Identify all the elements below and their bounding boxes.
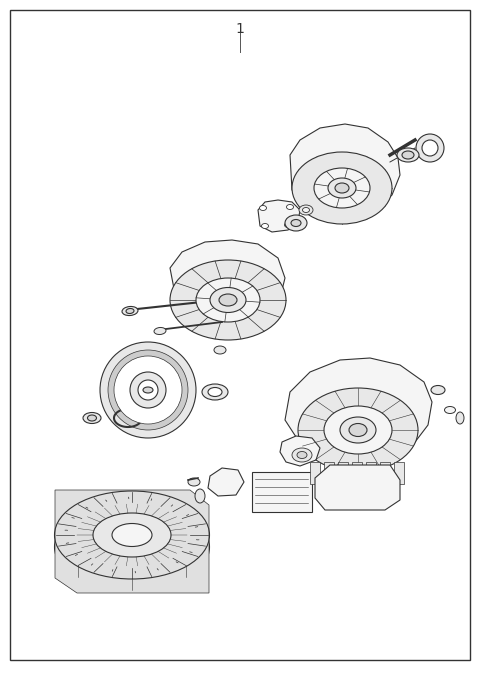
- Ellipse shape: [262, 223, 268, 229]
- Circle shape: [100, 342, 196, 438]
- Polygon shape: [55, 490, 209, 593]
- Ellipse shape: [202, 384, 228, 400]
- Bar: [366, 462, 376, 484]
- Ellipse shape: [292, 152, 392, 224]
- Bar: [352, 462, 362, 484]
- Ellipse shape: [325, 482, 335, 498]
- Bar: [380, 462, 390, 484]
- Ellipse shape: [431, 385, 445, 394]
- Polygon shape: [170, 240, 285, 325]
- Ellipse shape: [287, 204, 293, 210]
- Circle shape: [416, 134, 444, 162]
- Ellipse shape: [456, 412, 464, 424]
- Ellipse shape: [188, 478, 200, 486]
- Polygon shape: [258, 200, 300, 232]
- Bar: [340, 484, 347, 498]
- Ellipse shape: [340, 417, 376, 443]
- Ellipse shape: [55, 503, 209, 591]
- Polygon shape: [315, 465, 400, 510]
- Ellipse shape: [87, 415, 96, 421]
- Ellipse shape: [292, 448, 312, 462]
- Circle shape: [118, 360, 178, 420]
- Circle shape: [138, 380, 158, 400]
- Ellipse shape: [208, 387, 222, 396]
- Text: 1: 1: [236, 22, 244, 36]
- Bar: [394, 462, 404, 484]
- Ellipse shape: [195, 489, 205, 503]
- Ellipse shape: [328, 178, 356, 198]
- Ellipse shape: [297, 452, 307, 458]
- Ellipse shape: [219, 294, 237, 306]
- Circle shape: [108, 350, 188, 430]
- Ellipse shape: [444, 407, 456, 413]
- Ellipse shape: [93, 513, 171, 557]
- Bar: [324, 462, 334, 484]
- Ellipse shape: [299, 205, 313, 215]
- Ellipse shape: [335, 183, 349, 193]
- Ellipse shape: [170, 260, 286, 340]
- Ellipse shape: [260, 206, 266, 210]
- Bar: [310, 462, 320, 484]
- Ellipse shape: [314, 168, 370, 208]
- Polygon shape: [285, 358, 432, 462]
- Ellipse shape: [210, 287, 246, 313]
- Circle shape: [422, 140, 438, 156]
- Ellipse shape: [83, 413, 101, 424]
- Circle shape: [114, 356, 182, 424]
- Polygon shape: [280, 436, 320, 466]
- Ellipse shape: [196, 278, 260, 322]
- Ellipse shape: [291, 219, 301, 227]
- Ellipse shape: [122, 306, 138, 315]
- Ellipse shape: [324, 406, 392, 454]
- Ellipse shape: [285, 215, 307, 231]
- Ellipse shape: [298, 388, 418, 472]
- Bar: [338, 462, 348, 484]
- Polygon shape: [290, 124, 400, 218]
- Ellipse shape: [397, 148, 419, 162]
- Ellipse shape: [285, 223, 291, 227]
- Ellipse shape: [126, 308, 134, 313]
- Ellipse shape: [214, 346, 226, 354]
- Circle shape: [130, 372, 166, 408]
- Ellipse shape: [349, 424, 367, 437]
- Ellipse shape: [302, 208, 310, 212]
- Polygon shape: [208, 468, 244, 496]
- Ellipse shape: [112, 524, 152, 546]
- Ellipse shape: [143, 387, 153, 393]
- Ellipse shape: [154, 328, 166, 334]
- FancyBboxPatch shape: [252, 472, 312, 512]
- Ellipse shape: [402, 151, 414, 159]
